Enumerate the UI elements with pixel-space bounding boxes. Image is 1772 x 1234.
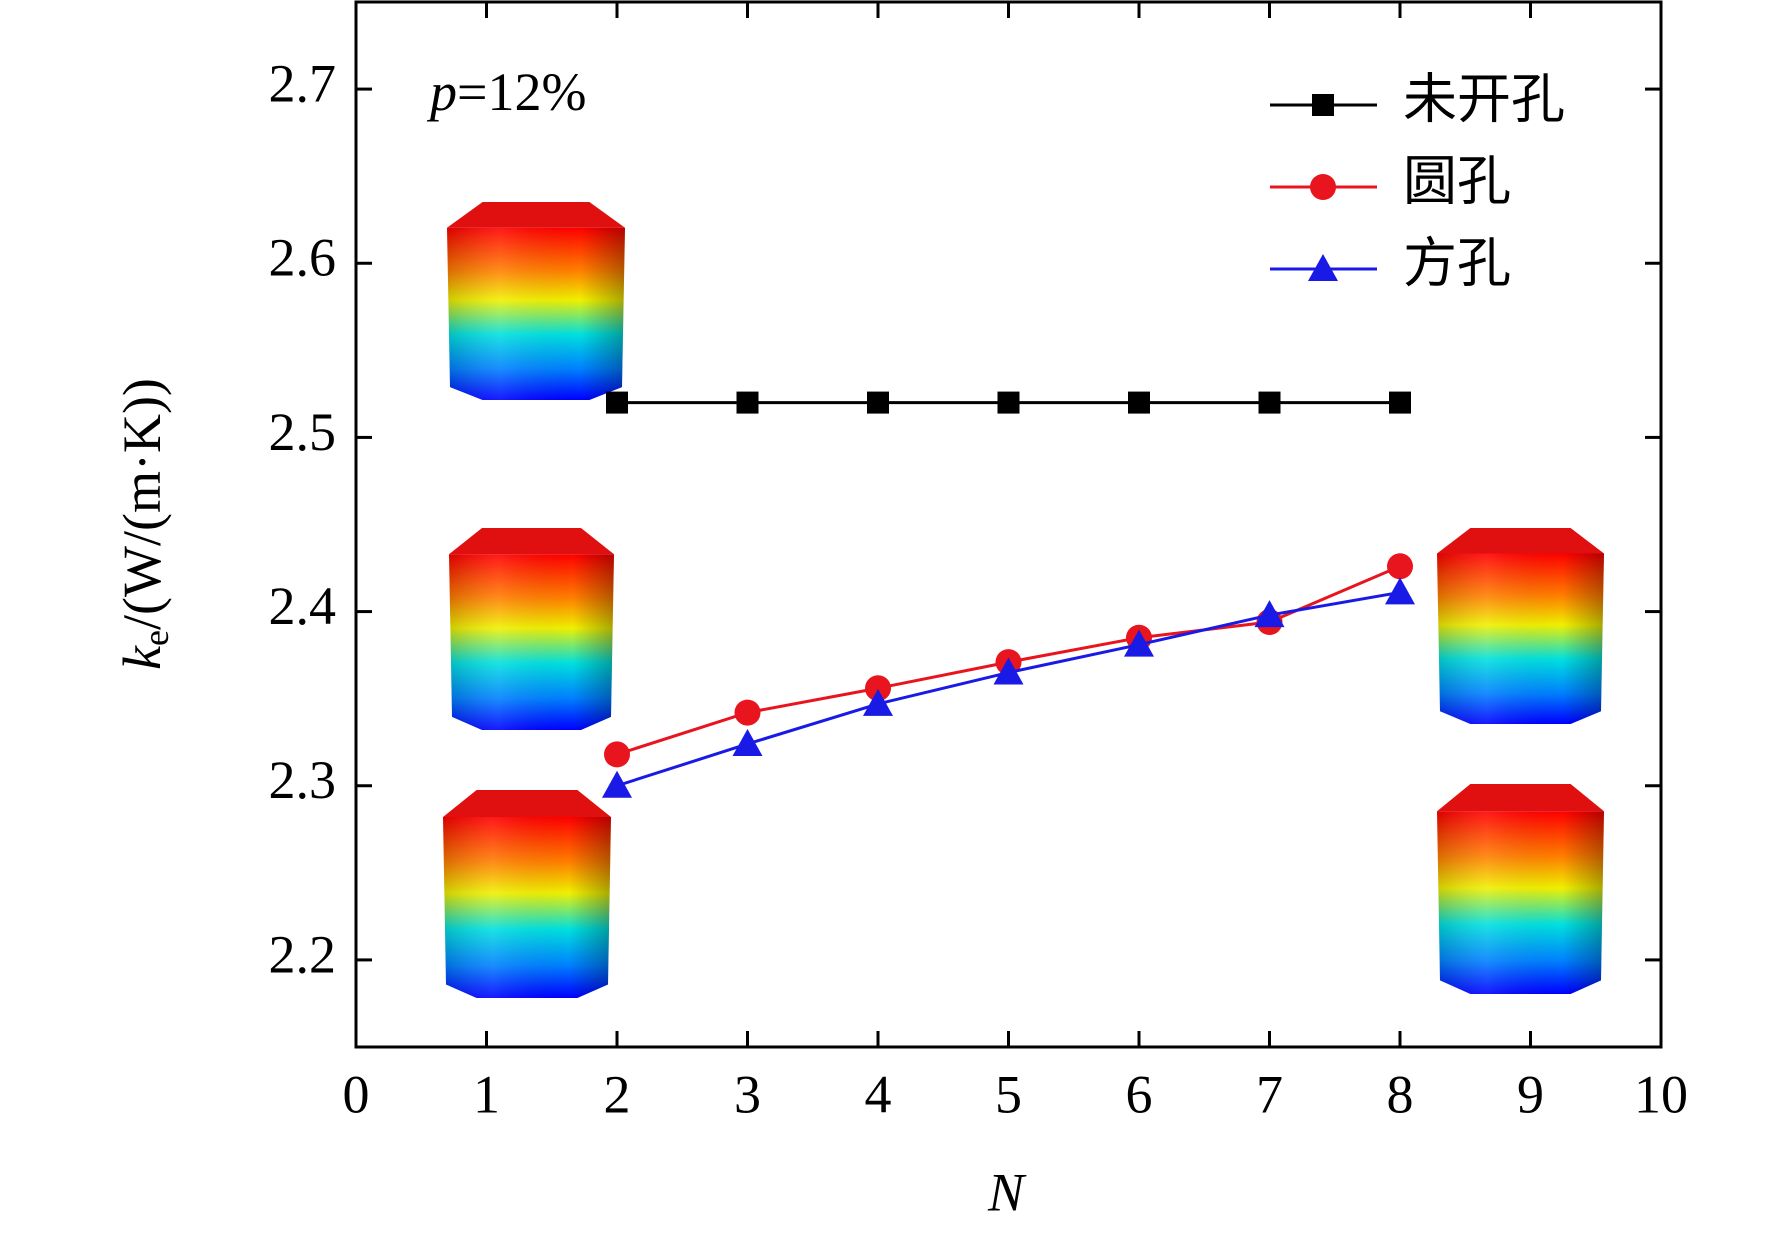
y-tick-label: 2.5 <box>269 402 337 462</box>
legend-label: 方孔 <box>1403 233 1511 293</box>
marker-triangle <box>993 657 1024 685</box>
marker-circle <box>734 699 761 726</box>
x-tick-label: 1 <box>473 1064 500 1124</box>
inset-shade <box>1437 811 1604 994</box>
annotation: p=12% <box>426 62 586 122</box>
y-label-subscript: e <box>136 630 176 646</box>
legend-label: 未开孔 <box>1403 69 1565 129</box>
inset-top <box>1437 528 1604 554</box>
marker-square <box>1389 391 1411 414</box>
x-tick-label: 4 <box>865 1064 892 1124</box>
inset-shade <box>443 817 611 998</box>
y-label-unit: /(W/(m·K)) <box>112 378 172 630</box>
marker-triangle <box>602 770 632 798</box>
marker-circle <box>604 741 630 768</box>
x-tick-label: 3 <box>734 1064 761 1124</box>
x-axis-label: N <box>987 1162 1027 1222</box>
marker-circle <box>1310 174 1336 200</box>
inset-shade <box>447 227 625 400</box>
x-tick-label: 6 <box>1126 1064 1153 1124</box>
legend-label: 圆孔 <box>1403 151 1511 211</box>
y-tick-label: 2.4 <box>269 576 337 636</box>
marker-triangle <box>863 688 893 716</box>
annotation-text: =12% <box>457 62 586 122</box>
series-line <box>616 590 1401 788</box>
inset-top <box>447 202 625 228</box>
marker-triangle <box>1124 629 1154 657</box>
inset-shade <box>449 554 614 730</box>
y-label-symbol: k <box>112 645 172 670</box>
marker-triangle <box>1254 600 1285 628</box>
x-tick-label: 10 <box>1634 1064 1688 1124</box>
marker-triangle <box>1308 254 1338 281</box>
marker-square <box>1258 391 1281 414</box>
y-tick-label: 2.3 <box>269 750 337 810</box>
marker-square <box>1312 94 1334 116</box>
x-tick-label: 5 <box>995 1064 1022 1124</box>
marker-square <box>867 391 889 414</box>
marker-square <box>997 391 1020 414</box>
y-tick-label: 2.2 <box>269 924 337 984</box>
inset-top <box>449 528 614 555</box>
marker-circle <box>1387 553 1413 580</box>
inset-top <box>1437 784 1604 812</box>
x-tick-label: 2 <box>604 1064 631 1124</box>
inset-top <box>443 790 611 818</box>
x-tick-label: 8 <box>1387 1064 1414 1124</box>
marker-square <box>1128 391 1150 414</box>
y-axis-label: ke/(W/(m·K)) <box>112 378 176 670</box>
y-tick-label: 2.6 <box>269 228 337 288</box>
inset-shade <box>1437 553 1604 724</box>
x-tick-label: 7 <box>1256 1064 1283 1124</box>
marker-triangle <box>1385 577 1415 605</box>
x-tick-label: 9 <box>1517 1064 1544 1124</box>
marker-square <box>606 391 628 414</box>
marker-triangle <box>732 728 763 756</box>
y-tick-label: 2.7 <box>269 53 337 113</box>
insets <box>443 202 1604 998</box>
marker-square <box>736 391 759 414</box>
marker-circle <box>865 675 891 702</box>
x-tick-label: 0 <box>343 1064 370 1124</box>
annotation-symbol: p <box>426 62 457 122</box>
